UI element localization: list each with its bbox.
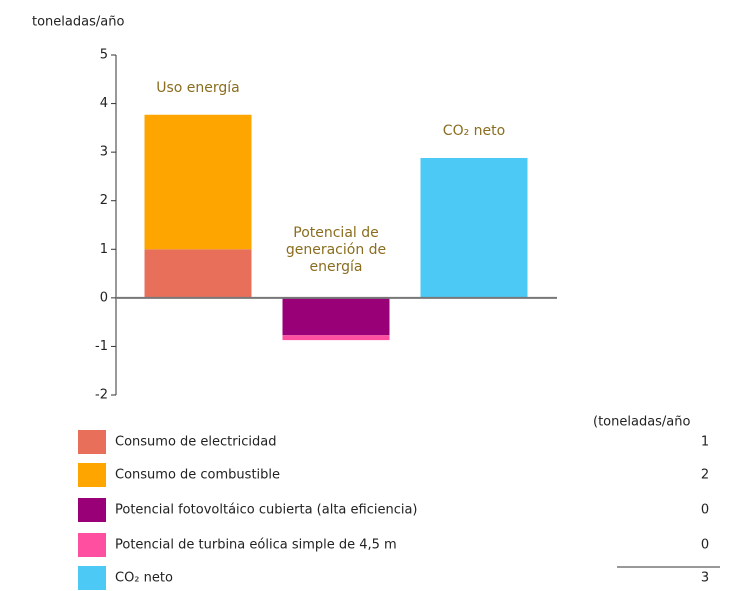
y-tick-label: 1 [100,242,108,257]
table-value: 0 [701,538,709,553]
table-header: (toneladas/año [593,415,691,430]
legend-label: CO₂ neto [115,571,173,586]
y-tick-label: 4 [100,96,108,111]
bar-segment [144,114,252,250]
legend-swatch [78,430,106,454]
category-label: CO₂ neto [442,122,506,139]
y-tick-label: -1 [95,339,108,354]
legend-swatch [78,566,106,590]
legend-swatch [78,463,106,487]
bar-segment [282,297,390,336]
y-axis-label: toneladas/año [32,15,124,30]
bar-segment [144,249,252,298]
legend-label: Consumo de combustible [115,468,280,483]
y-tick-label: 5 [100,48,108,63]
legend-label: Potencial fotovoltáico cubierta (alta ef… [115,503,418,518]
legend-label: Potencial de turbina eólica simple de 4,… [115,538,397,553]
table-value: 1 [701,435,709,450]
y-tick-label: 0 [100,290,108,305]
category-label: Uso energía [156,79,240,96]
table-value: 2 [701,468,709,483]
legend-swatch [78,498,106,522]
y-tick-label: 3 [100,145,108,160]
table-value: 3 [701,571,709,586]
legend-swatch [78,533,106,557]
bar-segment [282,335,390,341]
y-tick-label: 2 [100,193,108,208]
legend-label: Consumo de electricidad [115,435,276,450]
y-tick-label: -2 [95,388,108,403]
table-value: 0 [701,503,709,518]
bar-segment [420,157,528,298]
category-label: Potencial de generación de energía [285,225,387,275]
